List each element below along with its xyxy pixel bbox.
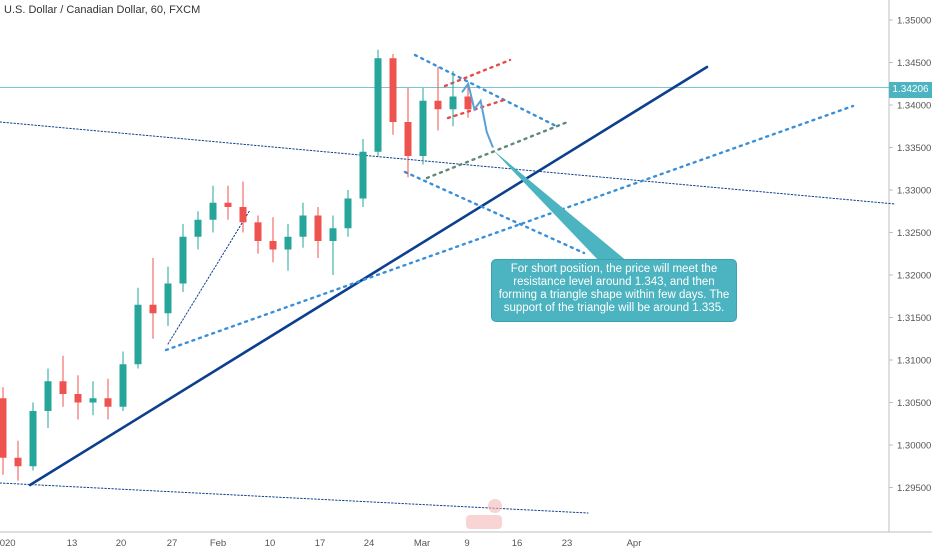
y-tick-label: 1.33500 [897,143,931,154]
watermark-logo-circle [488,499,502,513]
chart-title: U.S. Dollar / Canadian Dollar, 60, FXCM [4,4,201,16]
y-tick-label: 1.32500 [897,228,931,239]
candle-body [254,222,262,241]
y-tick-label: 1.34000 [897,101,931,112]
candle-body [434,100,442,110]
candle-body [224,202,232,207]
candle-body [0,398,7,458]
watermark-logo [466,515,502,529]
candle-body [404,122,412,156]
x-tick-label: Apr [627,538,642,549]
y-tick-label: 1.33000 [897,186,931,197]
candle-body [389,58,397,122]
candle-body [464,96,472,110]
candle-body [44,381,52,411]
y-tick-label: 1.32000 [897,271,931,282]
projected-path [461,81,494,148]
x-tick-label: 17 [315,538,326,549]
candle-body [29,411,37,467]
x-tick-label: 20 [116,538,127,549]
candle-body [344,198,352,229]
main-uptrend-line [28,65,709,487]
x-tick-label: Feb [210,538,226,549]
upper-channel-line [0,121,896,205]
candle-body [209,202,217,220]
x-tick-label: 16 [512,538,523,549]
candle-body [74,394,82,403]
x-tick-label: Mar [414,538,430,549]
short-support-line [167,209,251,345]
x-tick-label: 24 [364,538,375,549]
red-resistance-line-lower [446,98,506,120]
candle-body [194,219,202,237]
x-tick-label: 27 [167,538,178,549]
candle-body [284,236,292,250]
candle-body [419,100,427,156]
x-tick-label: 13 [67,538,78,549]
y-tick-label: 1.29500 [897,483,931,494]
candle-body [449,96,457,110]
y-tick-label: 1.31500 [897,313,931,324]
annotation-callout[interactable]: For short position, the price will meet … [491,259,737,322]
candle-body [89,398,97,403]
candle-body [314,215,322,241]
x-tick-label: 9 [464,538,469,549]
y-tick-label: 1.30500 [897,398,931,409]
candle-body [149,304,157,314]
y-tick-label: 1.30000 [897,441,931,452]
x-tick-label: 23 [562,538,573,549]
rising-support-line [164,104,855,352]
candle-body [134,304,142,365]
candle-body [119,364,127,407]
candle-body [299,215,307,237]
candle-body [359,151,367,199]
candle-body [164,283,172,314]
y-tick-label: 1.34500 [897,58,931,69]
candle-body [329,228,337,241]
x-tick-label: 2020 [0,538,16,549]
callout-pointer [493,150,628,262]
candle-body [179,236,187,284]
current-price-label: 1.34206 [889,82,932,98]
red-resistance-line-upper [443,58,512,88]
triangle-support-line [425,119,572,180]
candle-body [104,398,112,407]
candle-body [269,241,277,250]
candle-body [239,207,247,223]
falling-channel-line [403,170,586,255]
y-tick-label: 1.31000 [897,356,931,367]
candle-body [374,58,382,152]
candle-body [59,381,67,394]
descending-resistance-line [413,53,560,129]
y-tick-label: 1.35000 [897,16,931,27]
candle-body [14,457,22,467]
x-tick-label: 10 [265,538,276,549]
